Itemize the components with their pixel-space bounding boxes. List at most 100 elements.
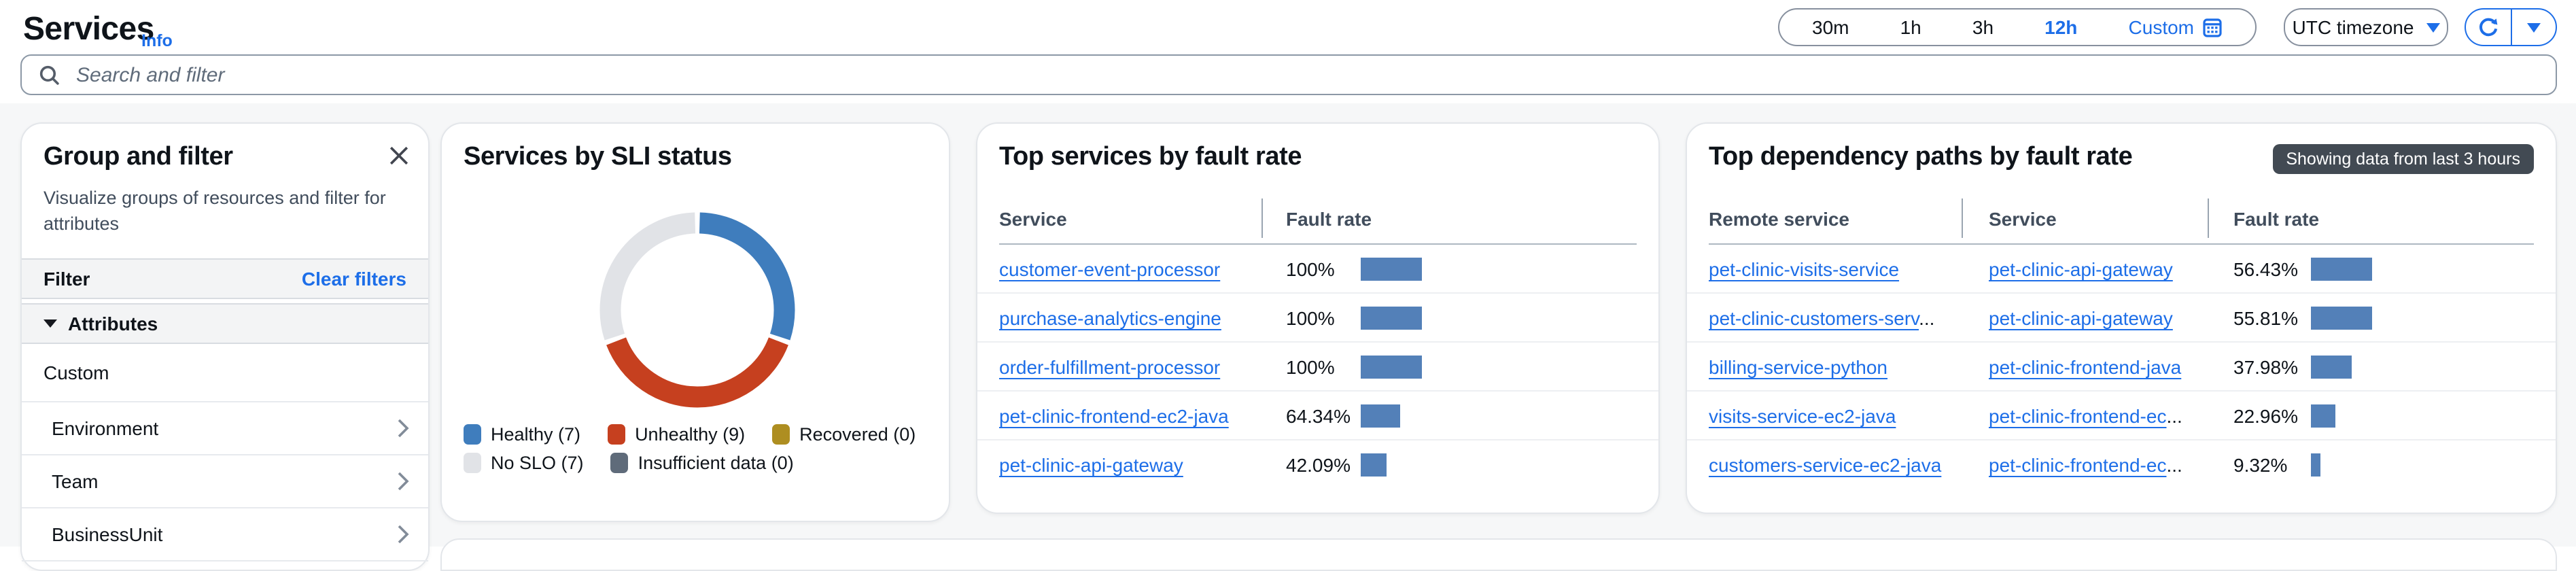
time-range-30m[interactable]: 30m: [1812, 16, 1849, 38]
legend-label: Insufficient data (0): [638, 453, 794, 473]
table-row: customer-event-processor 100%: [977, 245, 1658, 292]
data-window-badge: Showing data from last 3 hours: [2272, 144, 2534, 174]
column-header-service: Service: [1989, 208, 2057, 230]
calendar-icon: [2203, 18, 2222, 37]
legend-item-no-slo: No SLO (7): [464, 453, 584, 473]
service-link[interactable]: pet-clinic-customers-serv: [1709, 307, 1919, 328]
legend-swatch: [464, 424, 481, 445]
fault-rate-bar: [1361, 257, 1422, 280]
table-row: pet-clinic-visits-service pet-clinic-api-…: [1687, 245, 2556, 292]
table-row: order-fulfillment-processor 100%: [977, 341, 1658, 390]
chevron-down-icon: [2426, 22, 2440, 32]
panel-title: Top services by fault rate: [999, 143, 1302, 171]
donut-legend: Healthy (7) Unhealthy (9) Recovered (0) No …: [464, 424, 916, 473]
legend-item-healthy: Healthy (7): [464, 424, 580, 445]
chevron-right-icon: [397, 523, 409, 545]
fault-rate-value: 100%: [1286, 258, 1335, 279]
refresh-button[interactable]: [2466, 10, 2511, 45]
page-title: Services: [23, 11, 154, 48]
table-row: customers-service-ec2-java pet-clinic-fro…: [1687, 439, 2556, 488]
fault-rate-value: 100%: [1286, 307, 1335, 328]
header-rule: [1709, 243, 2534, 245]
header-rule: [999, 243, 1637, 245]
column-header-fault-rate: Fault rate: [1286, 208, 1372, 230]
panel-title: Group and filter: [43, 143, 233, 171]
service-link[interactable]: pet-clinic-visits-service: [1709, 258, 1900, 279]
service-link[interactable]: visits-service-ec2-java: [1709, 404, 1896, 426]
fault-rate-bar: [2311, 404, 2336, 427]
legend-label: No SLO (7): [491, 453, 584, 473]
column-header-remote-service: Remote service: [1709, 208, 1850, 230]
top-dependency-paths-panel: Top dependency paths by fault rate Showi…: [1686, 122, 2557, 514]
service-link[interactable]: order-fulfillment-processor: [999, 356, 1221, 377]
donut-segment-unhealthy[interactable]: [606, 337, 788, 408]
legend-label: Unhealthy (9): [635, 424, 746, 445]
service-link[interactable]: pet-clinic-frontend-ec: [1989, 404, 2167, 426]
fault-rate-value: 9.32%: [2233, 453, 2288, 475]
search-icon: [38, 63, 61, 86]
chevron-right-icon: [397, 470, 409, 492]
table-row: pet-clinic-customers-serv... pet-clinic-a…: [1687, 292, 2556, 341]
time-range-12h[interactable]: 12h: [2044, 16, 2078, 38]
clear-filters-link[interactable]: Clear filters: [301, 268, 406, 290]
time-range-1h[interactable]: 1h: [1900, 16, 1921, 38]
service-link[interactable]: pet-clinic-frontend-ec2-java: [999, 404, 1229, 426]
time-range-custom[interactable]: Custom: [2129, 16, 2223, 38]
fault-rate-value: 37.98%: [2233, 356, 2298, 377]
refresh-options-button[interactable]: [2511, 10, 2556, 45]
attributes-toggle-row[interactable]: Attributes: [22, 303, 428, 344]
truncation-ellipsis: ...: [2166, 453, 2182, 475]
legend-item-insufficient-data: Insufficient data (0): [610, 453, 794, 473]
group-and-filter-panel: Group and filter Visualize groups of res…: [20, 122, 430, 571]
service-link[interactable]: pet-clinic-api-gateway: [1989, 258, 2173, 279]
fault-rate-value: 55.81%: [2233, 307, 2298, 328]
service-link[interactable]: pet-clinic-api-gateway: [1989, 307, 2173, 328]
attribute-label: BusinessUnit: [52, 523, 163, 545]
fault-rate-bar: [1361, 404, 1400, 427]
refresh-split-button: [2465, 8, 2557, 46]
fault-rate-bar: [1361, 453, 1387, 476]
timezone-dropdown[interactable]: UTC timezone: [2284, 8, 2448, 46]
service-link[interactable]: pet-clinic-api-gateway: [999, 453, 1183, 475]
table-row: pet-clinic-api-gateway 42.09%: [977, 439, 1658, 488]
truncation-ellipsis: ...: [2166, 404, 2182, 426]
filter-header-row: Filter Clear filters: [22, 258, 428, 299]
fault-rate-bar: [2311, 453, 2321, 476]
service-link[interactable]: purchase-analytics-engine: [999, 307, 1221, 328]
donut-segment-no-slo[interactable]: [599, 212, 696, 341]
table-row: purchase-analytics-engine 100%: [977, 292, 1658, 341]
sidebar-item-custom[interactable]: Custom: [22, 344, 428, 402]
sidebar-item-environment[interactable]: Environment: [22, 402, 428, 455]
service-link[interactable]: pet-clinic-frontend-ec: [1989, 453, 2167, 475]
legend-swatch: [608, 424, 626, 445]
attribute-label: Team: [52, 470, 99, 492]
legend-swatch: [610, 453, 629, 473]
search-bar[interactable]: [20, 54, 2557, 95]
attribute-list: Environment Team BusinessUnit: [22, 402, 428, 561]
service-link[interactable]: customer-event-processor: [999, 258, 1221, 279]
time-range-3h[interactable]: 3h: [1972, 16, 1994, 38]
panel-description: Visualize groups of resources and filter…: [43, 188, 386, 233]
sli-donut-chart: [589, 201, 806, 419]
table-row: visits-service-ec2-java pet-clinic-fronte…: [1687, 390, 2556, 439]
dependency-table: pet-clinic-visits-service pet-clinic-api-…: [1687, 245, 2556, 488]
chevron-right-icon: [397, 417, 409, 439]
service-link[interactable]: customers-service-ec2-java: [1709, 453, 1942, 475]
services-table: customer-event-processor 100% purchase-ana…: [977, 245, 1658, 488]
close-icon[interactable]: [389, 145, 409, 166]
sli-status-panel: Services by SLI status Healthy (7) Unheal…: [440, 122, 950, 522]
legend-label: Recovered (0): [799, 424, 916, 445]
donut-segment-healthy[interactable]: [699, 212, 795, 341]
search-input[interactable]: [73, 62, 2539, 88]
info-link[interactable]: Info: [141, 31, 173, 50]
column-divider: [1261, 198, 1263, 238]
fault-rate-bar: [2311, 257, 2372, 280]
fault-rate-bar: [2311, 355, 2352, 378]
sidebar-item-businessunit[interactable]: BusinessUnit: [22, 508, 428, 561]
fault-rate-bar: [1361, 306, 1422, 329]
column-divider: [2208, 198, 2209, 238]
service-link[interactable]: pet-clinic-frontend-java: [1989, 356, 2182, 377]
service-link[interactable]: billing-service-python: [1709, 356, 1888, 377]
sidebar-item-team[interactable]: Team: [22, 455, 428, 508]
column-header-fault-rate: Fault rate: [2233, 208, 2320, 230]
